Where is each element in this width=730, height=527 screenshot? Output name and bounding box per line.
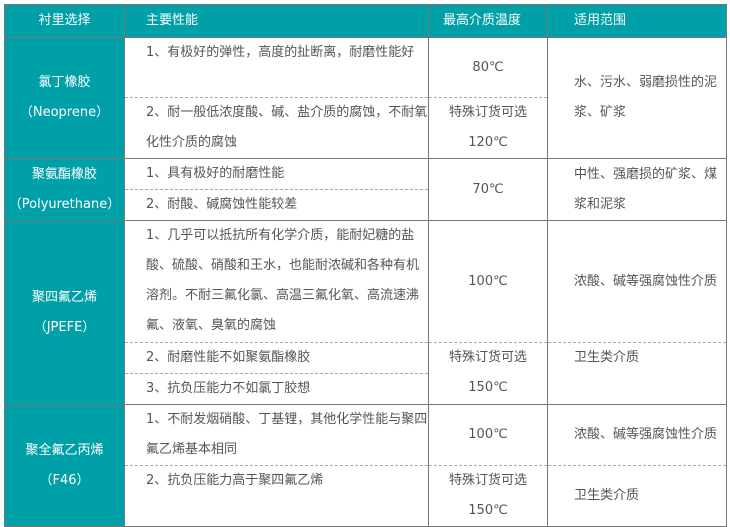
application: 中性、强磨损的矿浆、煤浆和泥浆 (547, 158, 727, 221)
lining-polyurethane: 聚氨酯橡胶 （Polyurethane） (4, 158, 125, 221)
application: 卫生类介质 (547, 465, 727, 527)
temperature: 70℃ (428, 158, 548, 221)
application: 浓酸、碱等强腐蚀性介质 (547, 220, 727, 343)
property: 1、具有极好的耐磨性能 (124, 158, 429, 190)
table-row: 聚四氟乙烯 （JPEFE） 1、几乎可以抵抗所有化学介质，能耐妃糖的盐酸、硫酸、硝… (4, 220, 727, 405)
table-row: 聚全氟乙丙烯 （F46） 1、不耐发烟硝酸、丁基锂，其他化学性能与聚四氟乙烯基本相… (4, 404, 727, 527)
lining-name: 聚全氟乙丙烯 (25, 442, 104, 458)
temperature: 特殊订货可选 150℃ (428, 342, 548, 405)
temp-option: 特殊订货可选 (448, 350, 527, 365)
table-row: 2、耐磨性能不如聚氨酯橡胶 特殊订货可选 150℃ 卫生类介质 (5, 342, 727, 405)
lining-en: （Neoprene） (19, 105, 110, 120)
lining-name: 聚四氟乙烯 (31, 289, 97, 305)
lining-en: （F46） (39, 472, 90, 488)
lining-en: （Polyurethane） (8, 196, 121, 212)
table-row: 2、耐一般低浓度酸、碱、盐介质的腐蚀，不耐氧化性介质的腐蚀 特殊订货可选 120℃ (5, 97, 727, 159)
header-application: 适用范围 (547, 4, 727, 38)
table-row: 3、抗负压能力不如氯丁胶想 (5, 373, 727, 405)
temp-option: 特殊订货可选 (448, 473, 527, 488)
property: 3、抗负压能力不如氯丁胶想 (124, 373, 429, 405)
temp-value: 150℃ (468, 380, 508, 395)
property: 2、耐磨性能不如聚氨酯橡胶 (124, 342, 429, 374)
application: 卫生类介质 (547, 342, 727, 405)
property: 2、耐一般低浓度酸、碱、盐介质的腐蚀，不耐氧化性介质的腐蚀 (124, 97, 429, 159)
temperature: 100℃ (428, 220, 548, 343)
lining-neoprene: 氯丁橡胶 （Neoprene） (4, 37, 125, 159)
lining-name: 氯丁橡胶 (38, 75, 91, 90)
application: 水、污水、弱磨损性的泥浆、矿浆 (547, 37, 727, 159)
property: 1、几乎可以抵抗所有化学介质，能耐妃糖的盐酸、硫酸、硝酸和王水，也能耐浓碱和各种… (124, 220, 429, 343)
lining-f46: 聚全氟乙丙烯 （F46） (4, 404, 125, 527)
header-max-temp: 最高介质温度 (428, 4, 548, 38)
table-row: 氯丁橡胶 （Neoprene） 1、有极好的弹性，高度的扯断离，耐磨性能好 80℃… (4, 37, 727, 159)
lining-table: 衬里选择 主要性能 最高介质温度 适用范围 氯丁橡胶 （Neoprene） 1、有… (4, 4, 727, 527)
table-row: 聚氨酯橡胶 （Polyurethane） 1、具有极好的耐磨性能 70℃ 中性、强… (4, 158, 727, 221)
property: 2、耐酸、碱腐蚀性能较差 (124, 189, 429, 221)
property: 1、不耐发烟硝酸、丁基锂，其他化学性能与聚四氟乙烯基本相同 (124, 404, 429, 466)
temperature: 100℃ (428, 404, 548, 466)
property: 1、有极好的弹性，高度的扯断离，耐磨性能好 (124, 37, 429, 98)
temp-option: 特殊订货可选 (448, 105, 527, 120)
temp-value: 120℃ (468, 135, 508, 150)
temperature: 特殊订货可选 120℃ (428, 97, 548, 159)
temperature: 特殊订货可选 150℃ (428, 465, 548, 527)
lining-name: 聚氨酯橡胶 (31, 166, 97, 182)
lining-ptfe: 聚四氟乙烯 （JPEFE） (4, 220, 125, 405)
property: 2、抗负压能力高于聚四氟乙烯 (124, 465, 429, 527)
lining-en: （JPEFE） (33, 319, 96, 335)
table-row: 2、抗负压能力高于聚四氟乙烯 特殊订货可选 150℃ 卫生类介质 (5, 465, 727, 527)
temperature: 80℃ (428, 37, 548, 98)
temp-value: 150℃ (468, 503, 508, 518)
application: 浓酸、碱等强腐蚀性介质 (547, 404, 727, 466)
header-lining: 衬里选择 (4, 4, 125, 38)
header-properties: 主要性能 (124, 4, 429, 38)
header-row: 衬里选择 主要性能 最高介质温度 适用范围 (4, 4, 727, 38)
